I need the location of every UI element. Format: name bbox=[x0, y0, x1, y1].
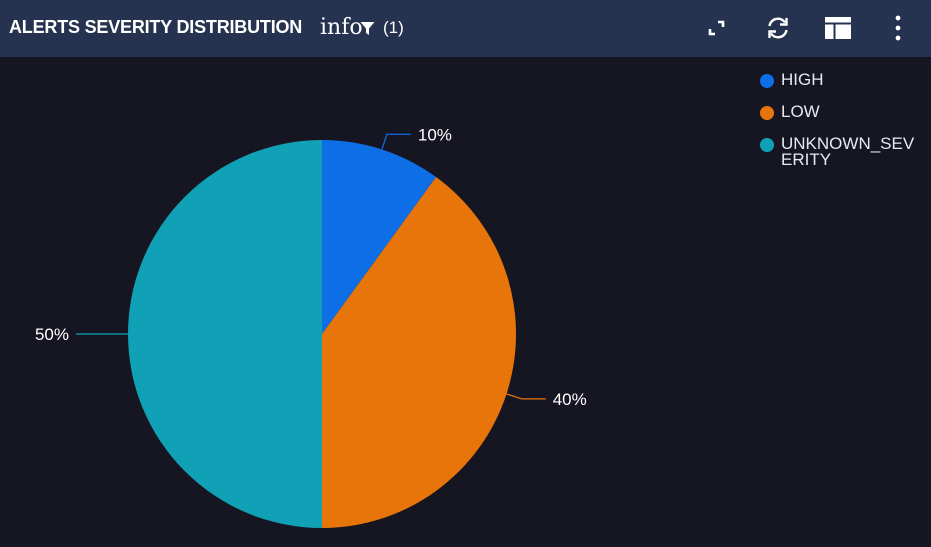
legend-dot-icon bbox=[760, 106, 774, 120]
pie-slice-low[interactable] bbox=[322, 177, 516, 528]
chart-legend: HIGH LOW UNKNOWN_SEVERITY bbox=[760, 70, 925, 184]
legend-label: LOW bbox=[781, 102, 820, 121]
slice-label-high: 10% bbox=[418, 125, 452, 144]
leader-line-high bbox=[381, 133, 411, 150]
legend-label: HIGH bbox=[781, 70, 824, 89]
panel-header: ALERTS SEVERITY DISTRIBUTION info (1) bbox=[0, 0, 931, 57]
info-text[interactable]: info bbox=[320, 15, 363, 40]
legend-item-high[interactable]: HIGH bbox=[760, 70, 925, 89]
legend-dot-icon bbox=[760, 138, 774, 152]
pie-slice-unknown-severity[interactable] bbox=[128, 140, 322, 528]
pie-slice-high[interactable] bbox=[322, 140, 437, 334]
legend-item-low[interactable]: LOW bbox=[760, 102, 925, 121]
legend-item-unknown-severity[interactable]: UNKNOWN_SEVERITY bbox=[760, 134, 925, 169]
slice-label-low: 40% bbox=[553, 390, 587, 409]
more-vertical-icon[interactable] bbox=[884, 14, 912, 42]
filter-count[interactable]: (1) bbox=[383, 18, 404, 37]
refresh-icon[interactable] bbox=[764, 14, 792, 42]
slice-label-unknown-severity: 50% bbox=[35, 325, 69, 344]
filter-icon[interactable] bbox=[360, 21, 375, 36]
legend-label: UNKNOWN_SEVERITY bbox=[781, 134, 915, 169]
legend-dot-icon bbox=[760, 74, 774, 88]
layout-icon[interactable] bbox=[824, 14, 852, 42]
panel-title: ALERTS SEVERITY DISTRIBUTION bbox=[9, 17, 303, 37]
expand-icon[interactable] bbox=[702, 14, 730, 42]
leader-line-low bbox=[506, 393, 546, 400]
pie-chart: 10% 40% 50% bbox=[35, 125, 587, 528]
